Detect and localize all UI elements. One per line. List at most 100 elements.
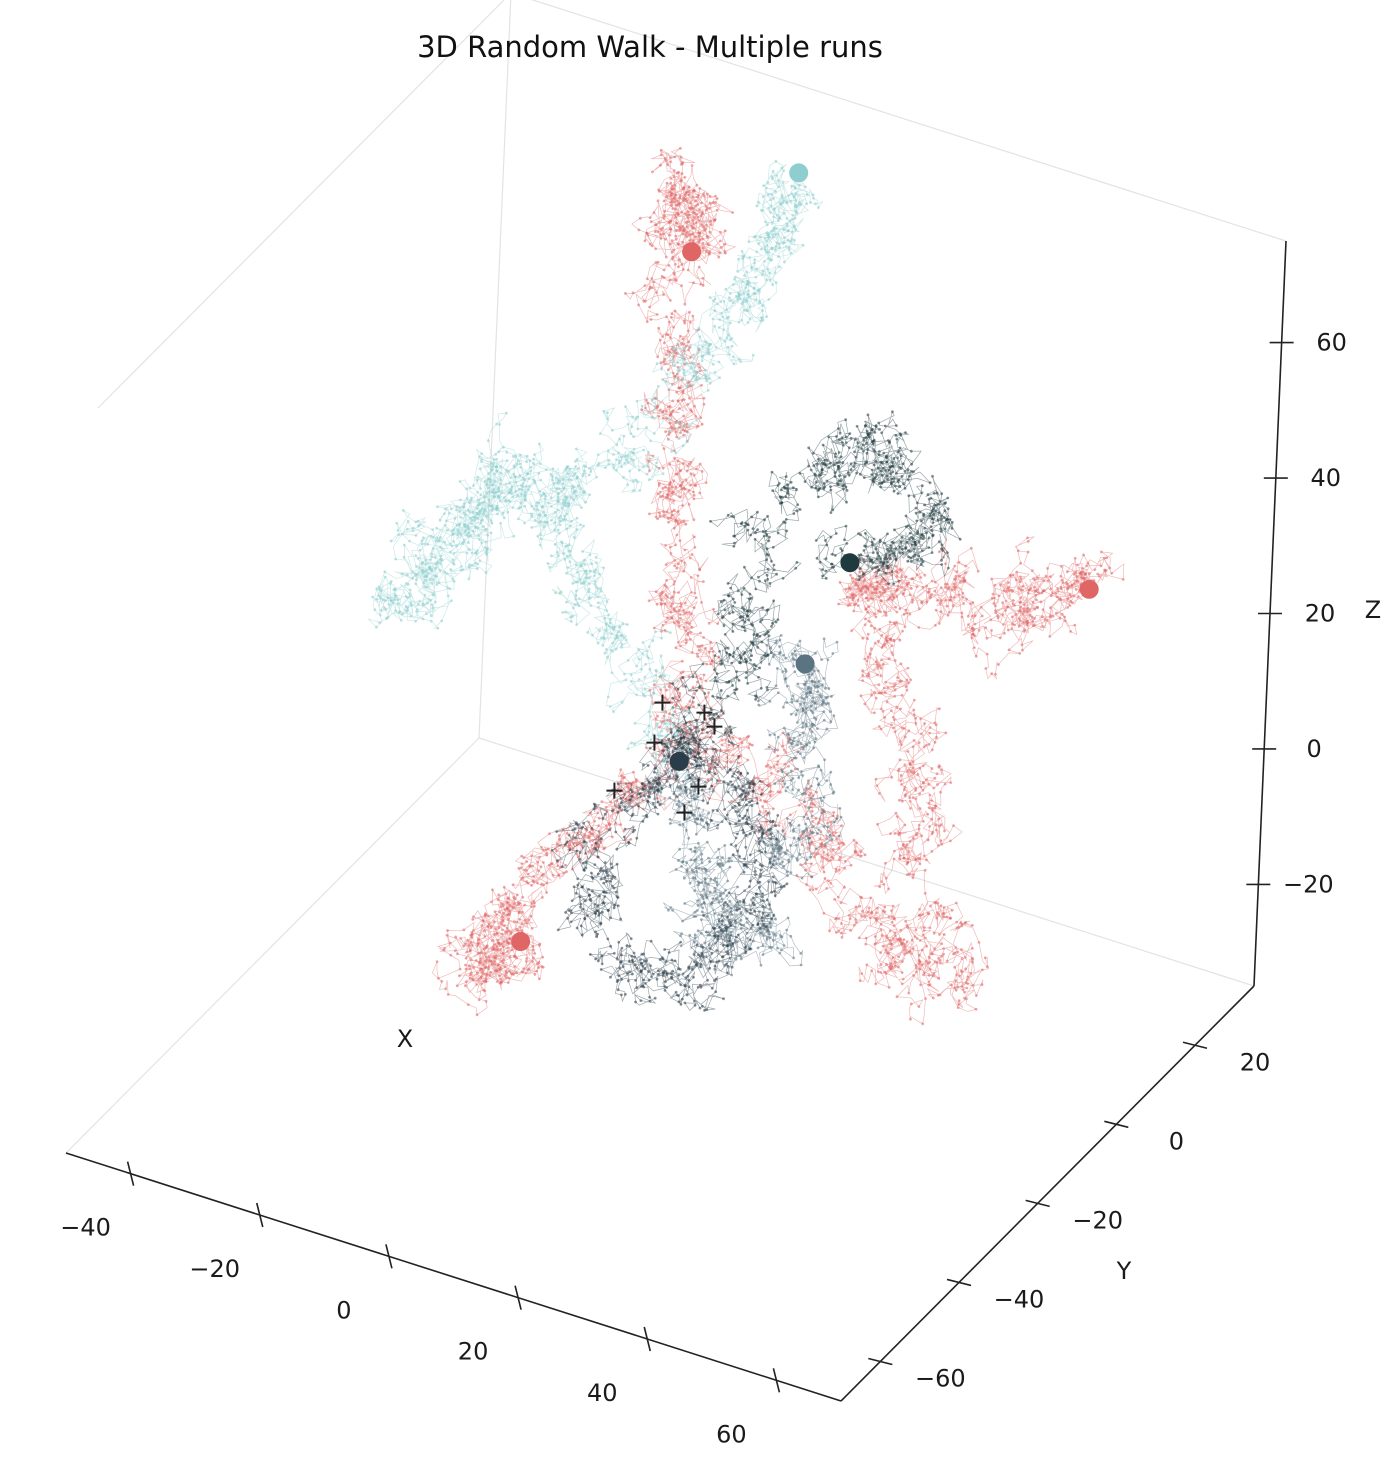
walk-point (566, 465, 570, 468)
walk-point (767, 932, 771, 936)
walk-point (648, 667, 652, 671)
walk-point (1065, 570, 1069, 574)
walk-point (880, 707, 883, 711)
walk-point (811, 794, 815, 797)
walk-point (495, 507, 499, 510)
walk-point (711, 317, 715, 321)
walk-point (994, 611, 998, 615)
walk-point (540, 965, 544, 968)
walk-point (976, 569, 980, 573)
walk-point (486, 925, 490, 929)
walk-point (391, 601, 395, 605)
walk-point (674, 277, 677, 281)
walk-point (492, 920, 496, 924)
walk-point (537, 501, 541, 505)
walk-point (664, 563, 668, 567)
walk-point (499, 921, 502, 924)
walk-point (772, 568, 776, 572)
walk-point (832, 833, 835, 837)
walk-point (613, 625, 616, 629)
walk-point (893, 934, 897, 938)
walk-point (614, 821, 618, 825)
walk-point (764, 530, 767, 533)
walk-point (811, 193, 815, 197)
walk-point (737, 257, 740, 261)
walk-point (675, 610, 679, 614)
walk-point (556, 528, 560, 532)
walk-point (596, 601, 600, 605)
walk-point (712, 363, 715, 366)
walk-point (560, 540, 563, 544)
walk-point (771, 621, 774, 625)
walk-point (697, 193, 700, 197)
walk-point (510, 485, 514, 489)
walk-point (675, 566, 679, 570)
walk-point (497, 450, 500, 454)
walk-point (677, 641, 680, 644)
walk-point (467, 577, 471, 581)
walk-point (679, 787, 683, 790)
walk-point (411, 529, 415, 533)
walk-point (665, 315, 668, 319)
walk-point (560, 490, 563, 493)
walk-point (699, 767, 702, 770)
walk-point (848, 603, 852, 607)
walk-point (701, 211, 704, 214)
walk-point (953, 951, 957, 955)
walk-point (801, 708, 805, 712)
walk-point (661, 673, 665, 677)
walk-point (539, 478, 543, 482)
walk-point (438, 519, 442, 522)
walk-point (696, 644, 700, 648)
walk-point (514, 489, 518, 493)
walk-point (676, 510, 680, 513)
walk-point (701, 237, 705, 241)
walk-point (417, 524, 420, 528)
walk-point (577, 467, 580, 470)
walk-point (695, 870, 698, 873)
walk-point (507, 976, 511, 980)
walk-point (703, 877, 707, 880)
walk-point (801, 726, 804, 729)
walk-point (927, 590, 931, 594)
walk-point (471, 529, 475, 533)
walk-point (849, 468, 853, 472)
walk-point (493, 962, 496, 966)
walk-point (506, 918, 510, 921)
walk-point (838, 855, 842, 859)
walk-point (676, 459, 680, 463)
walk-point (928, 481, 932, 485)
walk-point (890, 723, 893, 727)
walk-point (671, 345, 675, 349)
walk-point (641, 798, 644, 802)
walk-point (682, 186, 685, 190)
walk-point (973, 622, 977, 626)
walk-point (592, 574, 596, 578)
walk-point (912, 837, 915, 840)
walk-point (790, 192, 793, 196)
walk-point (668, 682, 672, 685)
walk-point (730, 913, 733, 916)
walk-point (776, 691, 780, 694)
walk-point (688, 881, 692, 885)
walk-point (883, 716, 887, 719)
walk-point (834, 917, 838, 920)
walk-point (414, 582, 418, 586)
walk-point (812, 464, 816, 467)
walk-point (664, 738, 667, 742)
walk-point (542, 883, 546, 887)
walk-point (822, 911, 826, 915)
walk-point (726, 513, 730, 517)
walk-point (711, 694, 715, 698)
walk-point (521, 970, 525, 974)
walk-point (703, 369, 707, 372)
walk-point (863, 702, 867, 706)
walk-point (673, 609, 676, 613)
walk-point (726, 694, 730, 698)
walk-point (718, 779, 722, 783)
walk-point (632, 458, 635, 462)
walk-point (930, 748, 934, 752)
walk-point (712, 713, 716, 716)
walk-point (506, 981, 510, 984)
walk-point (689, 847, 693, 851)
